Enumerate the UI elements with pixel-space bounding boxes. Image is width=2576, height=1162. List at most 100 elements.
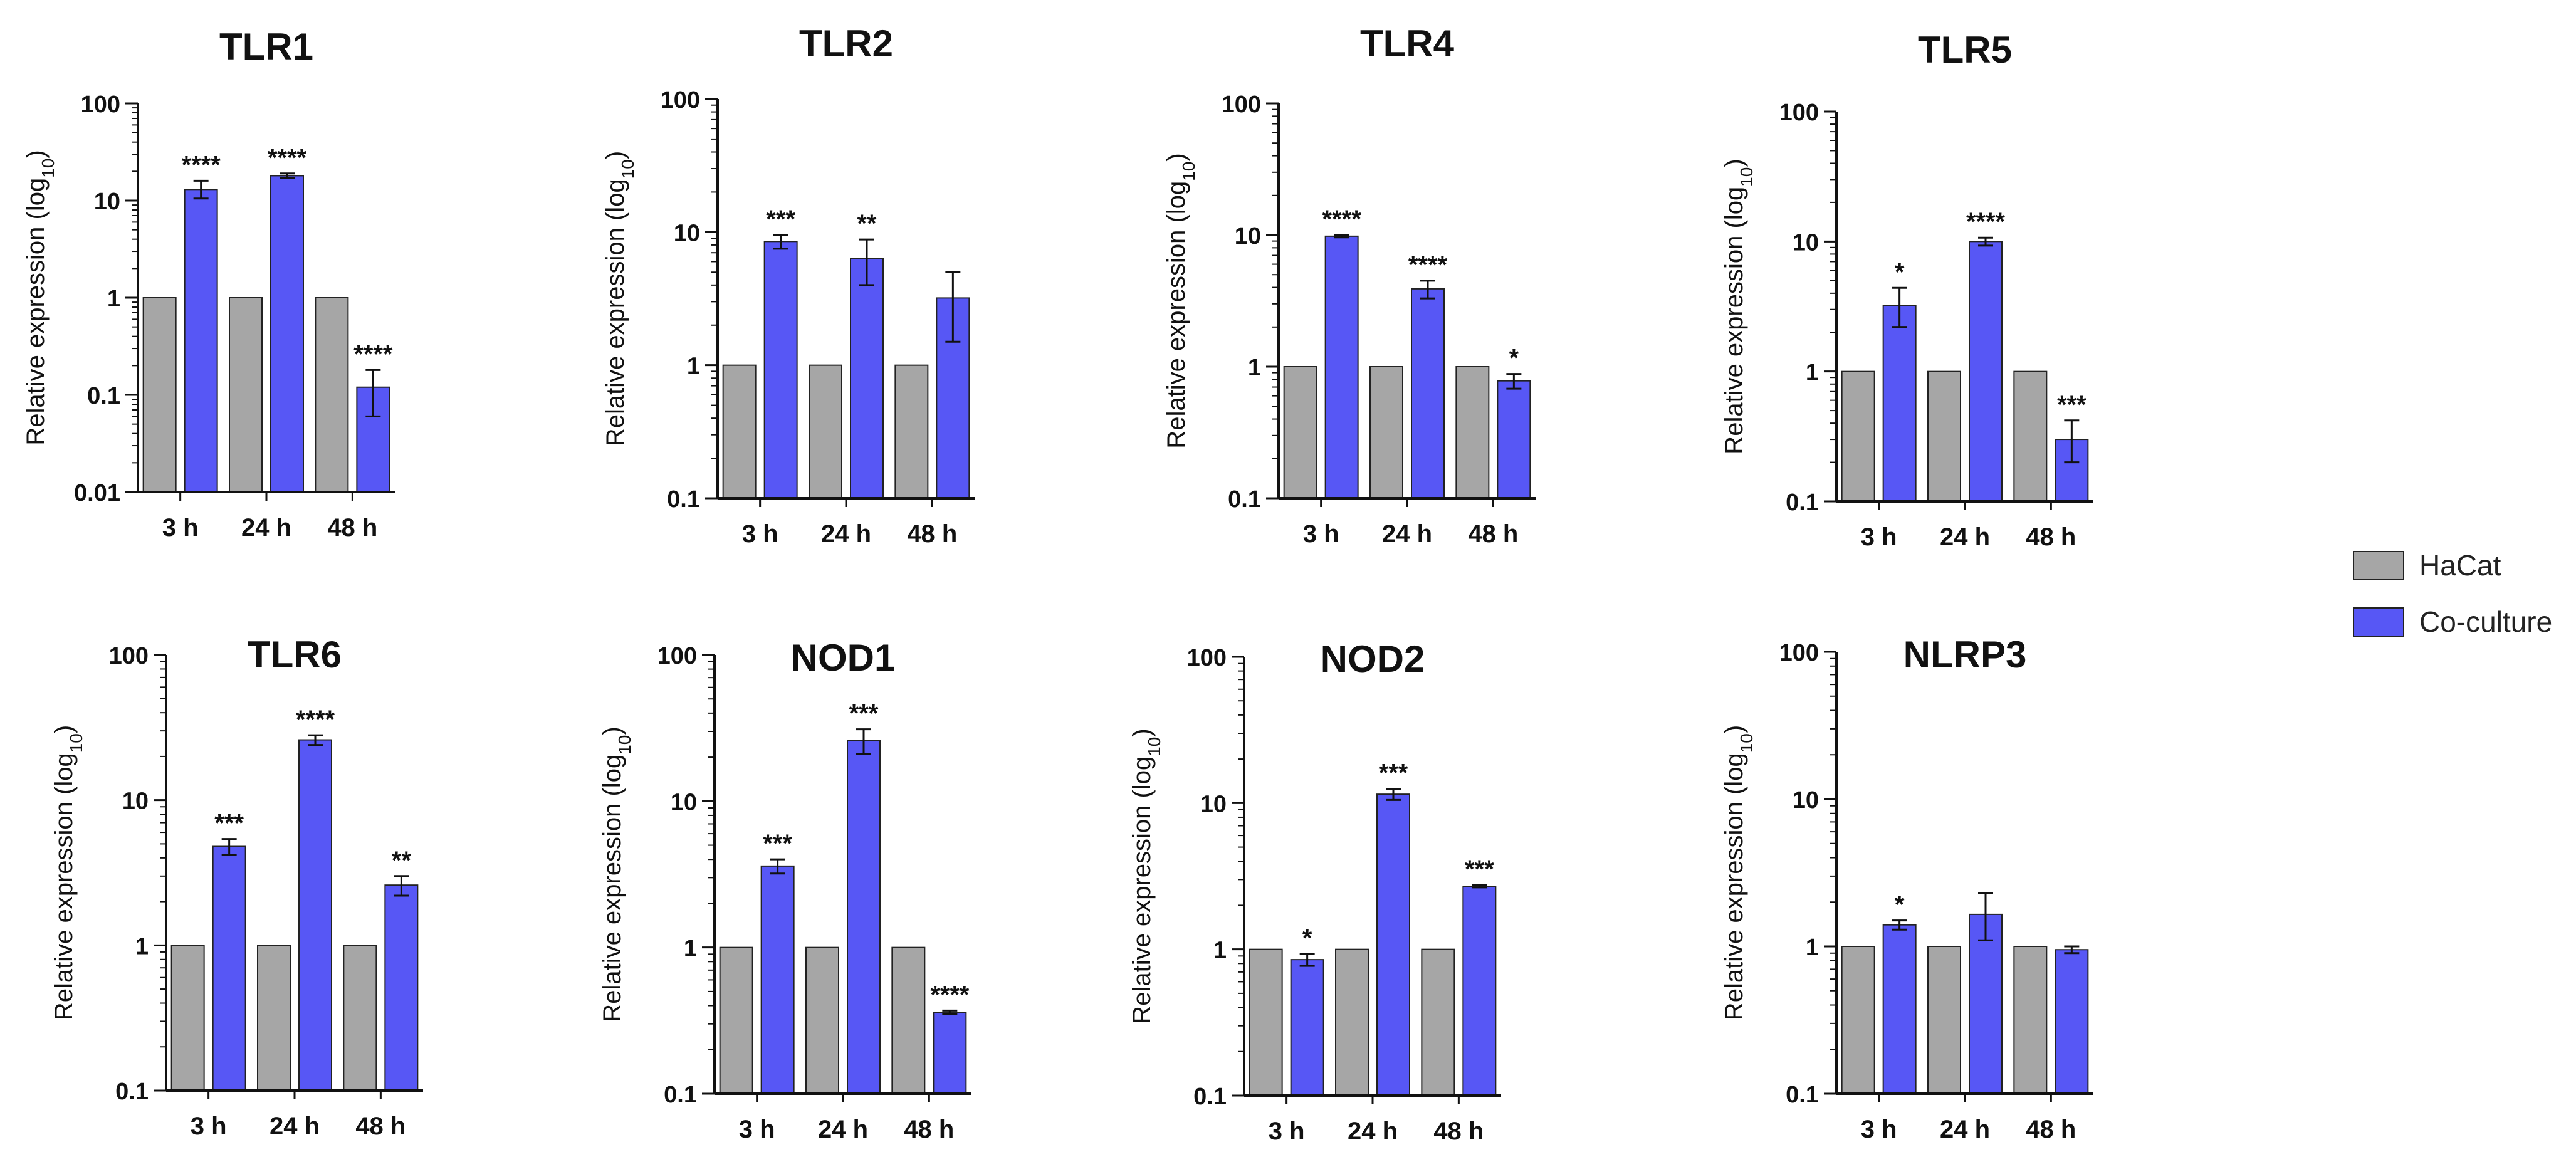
bar-hacat-3h: [1841, 370, 1875, 503]
bar-hacat-48h: [891, 946, 926, 1094]
x-tick-label: 3 h: [1269, 1118, 1305, 1145]
y-tick-label: 0.01: [74, 480, 120, 506]
bar-hacat-3h: [142, 297, 177, 493]
x-tick-label: 3 h: [1861, 523, 1897, 551]
bar-hacat-24h: [805, 946, 839, 1094]
bar-co-culture-3h: [184, 189, 218, 493]
bar-co-culture-24h: [1411, 288, 1445, 499]
significance-label: ***: [1379, 760, 1408, 787]
y-axis-label: Relative expression (log10): [602, 151, 637, 446]
bar-co-culture-24h: [298, 739, 332, 1091]
y-tick-label: 10: [674, 220, 700, 246]
significance-label: ****: [930, 981, 970, 1008]
y-tick-label: 100: [1187, 645, 1227, 671]
y-axis-label: Relative expression (log10): [50, 725, 86, 1020]
bar-hacat-24h: [257, 945, 291, 1092]
significance-label: ****: [353, 340, 393, 368]
legend-swatch-hacat: [2353, 551, 2404, 580]
bar-co-culture-3h: [1882, 305, 1917, 502]
chart-title: NOD1: [791, 637, 896, 679]
significance-label: ****: [1408, 251, 1448, 279]
x-tick-label: 24 h: [1348, 1118, 1398, 1145]
x-tick-label: 48 h: [904, 1116, 954, 1143]
y-tick-label: 10: [1793, 229, 1819, 256]
significance-label: *: [1895, 891, 1905, 919]
y-tick-label: 10: [1200, 791, 1227, 817]
x-tick-label: 24 h: [818, 1116, 868, 1143]
chart-panel-nlrp3: NLRP3 Relative expression (log10) * 3 h 24 h…: [1720, 634, 2093, 1143]
x-tick-label: 48 h: [2026, 523, 2076, 551]
y-tick-label: 10: [1235, 223, 1261, 249]
legend-swatch-co-culture: [2353, 607, 2404, 637]
significance-label: *: [1895, 258, 1905, 286]
significance-label: ****: [268, 144, 307, 172]
chart-panel-tlr1: TLR1 Relative expression (log10) **** 3 h **…: [22, 26, 395, 542]
x-tick-label: 48 h: [327, 514, 377, 542]
x-tick-label: 3 h: [1303, 520, 1339, 548]
y-tick-label: 0.1: [667, 486, 700, 513]
significance-label: ****: [1966, 208, 2006, 236]
x-tick-label: 48 h: [907, 520, 957, 548]
y-tick-label: 100: [109, 643, 149, 669]
bar-co-culture-3h: [760, 865, 795, 1095]
y-tick-label: 1: [687, 353, 700, 380]
x-tick-label: 48 h: [2026, 1116, 2076, 1143]
bar-hacat-24h: [1335, 948, 1369, 1096]
chart-title: TLR6: [248, 634, 342, 676]
bar-hacat-24h: [1369, 366, 1403, 499]
bar-co-culture-24h: [847, 740, 881, 1094]
y-axis-label: Relative expression (log10): [1720, 159, 1756, 454]
bar-hacat-3h: [1283, 366, 1317, 499]
y-tick-label: 1: [1248, 355, 1261, 381]
bar-hacat-48h: [343, 945, 377, 1092]
y-tick-label: 0.1: [1786, 489, 1819, 516]
bar-co-culture-48h: [384, 884, 419, 1092]
x-tick-label: 3 h: [191, 1112, 227, 1140]
y-tick-label: 0.1: [1786, 1082, 1819, 1108]
y-tick-label: 100: [1222, 92, 1261, 118]
bar-hacat-48h: [1421, 948, 1455, 1096]
y-tick-label: 10: [671, 789, 697, 815]
significance-label: ***: [214, 810, 244, 837]
significance-label: ***: [763, 830, 792, 857]
x-tick-label: 24 h: [821, 520, 871, 548]
bar-co-culture-24h: [1376, 793, 1410, 1097]
significance-label: *: [1509, 345, 1519, 372]
x-tick-label: 3 h: [1861, 1116, 1897, 1143]
bar-co-culture-3h: [1882, 924, 1917, 1094]
bar-co-culture-24h: [270, 175, 304, 493]
y-tick-label: 10: [122, 788, 149, 815]
x-tick-label: 3 h: [739, 1116, 775, 1143]
chart-title: TLR4: [1360, 23, 1455, 65]
chart-title: TLR5: [1918, 29, 2012, 71]
y-tick-label: 100: [1779, 100, 1819, 126]
x-tick-label: 3 h: [742, 520, 778, 548]
bar-hacat-24h: [1927, 370, 1961, 503]
y-tick-label: 1: [1806, 934, 1819, 961]
bar-co-culture-48h: [933, 1012, 967, 1094]
y-tick-label: 1: [1213, 938, 1227, 964]
y-tick-label: 0.1: [115, 1079, 149, 1105]
bar-co-culture-3h: [1324, 235, 1359, 499]
chart-title: NLRP3: [1903, 634, 2027, 676]
y-tick-label: 100: [657, 643, 697, 669]
chart-title: TLR1: [219, 26, 313, 68]
y-tick-label: 100: [1779, 640, 1819, 666]
bar-co-culture-3h: [763, 241, 798, 499]
significance-label: **: [392, 847, 412, 874]
significance-label: *: [1302, 924, 1312, 952]
x-tick-label: 24 h: [1940, 1116, 1990, 1143]
x-tick-label: 24 h: [241, 514, 291, 542]
significance-label: ****: [182, 151, 221, 179]
y-axis-label: Relative expression (log10): [599, 726, 634, 1022]
bar-hacat-3h: [170, 945, 205, 1092]
chart-title: NOD2: [1321, 638, 1425, 680]
x-tick-label: 24 h: [1940, 523, 1990, 551]
y-tick-label: 1: [135, 933, 149, 960]
bar-co-culture-3h: [1290, 959, 1324, 1097]
bar-co-culture-48h: [1462, 886, 1497, 1096]
x-tick-label: 3 h: [162, 514, 199, 542]
y-tick-label: 1: [684, 936, 697, 962]
